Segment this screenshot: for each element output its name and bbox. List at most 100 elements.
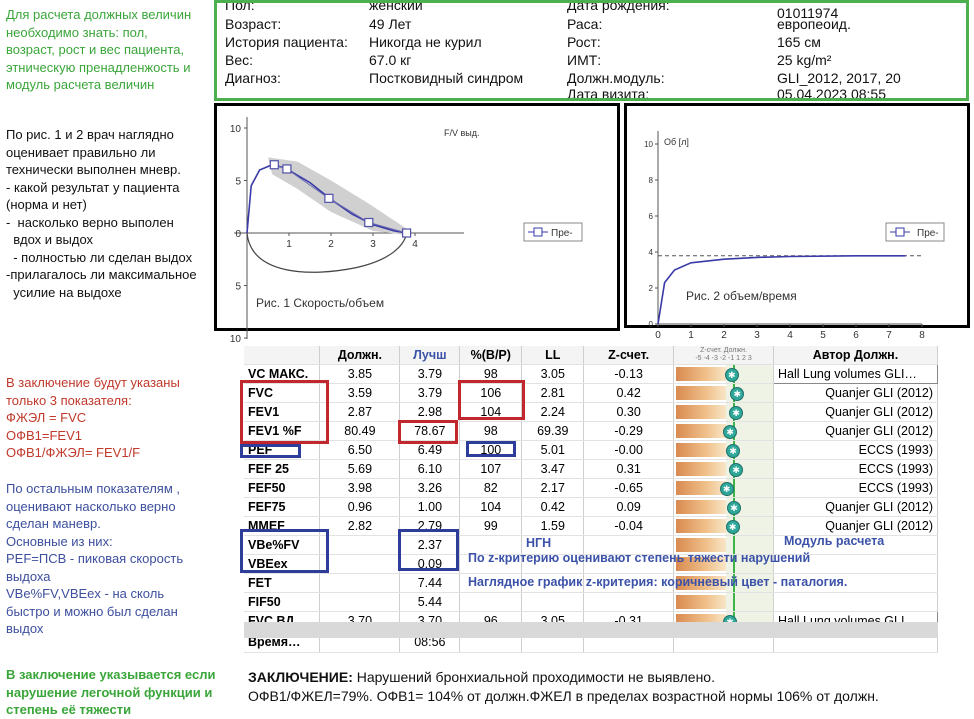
param-name: VBEex <box>244 554 321 574</box>
z-abnormal-zone <box>676 481 727 495</box>
chart1-predicted-marker <box>282 164 292 174</box>
age-label: Возраст: <box>225 16 282 32</box>
param-name: FEF 25 <box>244 459 321 479</box>
lower-limit: 2.24 <box>521 402 585 422</box>
predicted-value: 80.49 <box>319 421 401 441</box>
ll-note: НГН <box>526 536 552 550</box>
lower-limit: 0.42 <box>521 497 585 517</box>
patient-info-panel: Пол: женский Возраст: 49 Лет История пац… <box>214 0 969 101</box>
chart1-xtick-label: 3 <box>370 239 376 250</box>
chart2-ytick-label: 0 <box>649 320 654 329</box>
chart2-xtick-label: 4 <box>787 330 793 341</box>
percent-value <box>459 554 523 574</box>
predicted-author: Quanjer GLI (2012) <box>773 402 939 422</box>
z-score-marker: ✱ <box>725 520 740 534</box>
param-name: FIF50 <box>244 592 321 612</box>
flow-volume-chart: 10 5 0 5 10 1 2 3 4 F/V выд. Пре- Рис. 1 Скорость/о… <box>214 103 620 343</box>
z-scale-ticks: -5 -4 -3 -2 -1 1 2 3 <box>695 355 752 362</box>
best-value: 7.44 <box>399 573 461 593</box>
percent-value: 98 <box>459 421 523 441</box>
chart1-predicted-band <box>268 157 407 236</box>
conclusion-line-1: ЗАКЛЮЧЕНИЕ: Нарушений бронхиальной прохо… <box>248 669 715 685</box>
best-value: 3.79 <box>399 364 461 384</box>
predicted-author: Quanjer GLI (2012) <box>773 383 939 403</box>
chart2-xtick-label: 3 <box>754 330 760 341</box>
z-normal-zone <box>726 536 773 554</box>
gray-band <box>244 622 938 638</box>
param-name: FEV1 %F <box>244 421 321 441</box>
chart2-ytick-label: 8 <box>649 176 654 185</box>
header-cell: Лучш <box>399 346 461 365</box>
z-score-bar <box>673 573 774 593</box>
lower-limit <box>521 535 585 555</box>
table-row: VBe%FV 2.37 <box>244 535 939 555</box>
spirometry-table: Должн. Лучш %(В/Р) LL Z-счет. Z-счет. Должн. -… <box>244 346 939 653</box>
blue-box-pef <box>240 444 301 458</box>
z-score-bar <box>673 554 774 574</box>
visit-value: 05.04.2023 08:55 <box>777 86 886 101</box>
predicted-author <box>773 573 939 593</box>
z-score-bar: ✱ <box>673 478 774 498</box>
table-row: FEV1 %F 80.49 78.67 98 69.39 -0.29 ✱ Quanjer GL… <box>244 421 939 441</box>
lower-limit: 1.59 <box>521 516 585 536</box>
predicted-author: Hall Lung volumes GLI… <box>772 364 939 384</box>
visit-label: Дата визита: <box>567 86 650 101</box>
z-normal-zone <box>726 593 773 611</box>
table-row: VC МАКС. 3.85 3.79 98 3.05 -0.13 ✱ Hall Lung vo… <box>244 364 939 384</box>
z-score: 0.31 <box>583 459 675 479</box>
bmi-value: 25 kg/m² <box>777 52 832 68</box>
best-value: 2.37 <box>399 535 461 555</box>
chart2-frame <box>624 103 970 328</box>
chart1-ytick-label: 0 <box>235 229 241 240</box>
chart1-ytick-label: 10 <box>230 124 242 135</box>
predicted-value: 3.85 <box>319 364 401 384</box>
height-value: 165 см <box>777 34 821 50</box>
z-score-marker: ✱ <box>723 425 738 439</box>
age-value: 49 Лет <box>369 16 412 32</box>
height-label: Рост: <box>567 34 601 50</box>
z-score-bar <box>673 592 774 612</box>
header-cell: Автор Должн. <box>773 346 939 365</box>
chart1-frame <box>214 103 620 331</box>
z-abnormal-zone <box>676 367 727 381</box>
chart2-ytick-label: 4 <box>649 248 654 257</box>
z-predicted-line <box>733 555 736 573</box>
predicted-value <box>319 573 401 593</box>
chart2-legend-marker <box>895 227 905 237</box>
predicted-value: 5.69 <box>319 459 401 479</box>
predicted-value: 0.96 <box>319 497 401 517</box>
table-row: FEV1 2.87 2.98 104 2.24 0.30 ✱ Quanjer GLI (201… <box>244 402 939 422</box>
best-value: 6.10 <box>399 459 461 479</box>
lower-limit: 3.47 <box>521 459 585 479</box>
z-predicted-line <box>733 479 736 497</box>
chart1-xtick-label: 4 <box>412 239 418 250</box>
z-score: 0.42 <box>583 383 675 403</box>
predicted-value <box>319 535 401 555</box>
history-label: История пациента: <box>225 34 348 50</box>
z-note-2: Наглядное график z-критерия: коричневый … <box>468 575 848 589</box>
z-abnormal-zone <box>676 595 727 609</box>
chart1-title: F/V выд. <box>444 128 480 138</box>
z-score <box>583 535 675 555</box>
z-abnormal-zone <box>676 405 727 419</box>
red-box-fev1fvc <box>398 420 458 444</box>
predicted-author <box>773 535 939 555</box>
chart2-title: Об [л] <box>664 137 689 147</box>
header-cell: LL <box>521 346 585 365</box>
z-score <box>583 554 675 574</box>
chart1-series-line <box>246 163 407 234</box>
z-score <box>583 573 675 593</box>
param-name: FEF75 <box>244 497 321 517</box>
chart1-predicted-marker <box>324 193 334 203</box>
spirometry-table-panel: Должн. Лучш %(В/Р) LL Z-счет. Z-счет. Должн. -… <box>244 346 939 658</box>
z-predicted-line <box>733 593 736 611</box>
z-abnormal-zone <box>676 538 727 552</box>
z-abnormal-zone <box>676 500 727 514</box>
z-normal-zone <box>726 574 773 592</box>
percent-value: 106 <box>459 383 523 403</box>
chart1-xtick-label: 2 <box>328 239 334 250</box>
chart2-xtick-label: 0 <box>655 330 661 341</box>
table-row: FEF75 0.96 1.00 104 0.42 0.09 ✱ Quanjer GLI (20… <box>244 497 939 517</box>
z-score: 0.30 <box>583 402 675 422</box>
percent-value: 104 <box>459 497 523 517</box>
